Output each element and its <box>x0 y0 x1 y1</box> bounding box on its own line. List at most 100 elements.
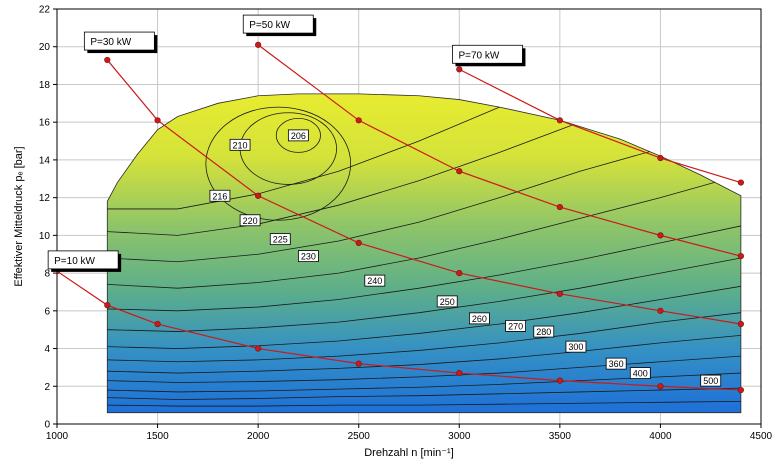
contour-line <box>107 257 741 332</box>
y-axis: 0 2 4 6 8 10 12 14 16 18 20 22 <box>39 5 57 431</box>
series-label: P=50 kW <box>242 14 317 37</box>
contour-line <box>107 334 741 374</box>
contour-label-text: 220 <box>243 216 258 226</box>
contour-line <box>107 225 741 312</box>
contour-label-box <box>436 295 458 308</box>
series-point <box>556 377 563 384</box>
series-point <box>737 179 744 186</box>
contour-label: 500 <box>700 374 722 387</box>
series-point <box>737 253 744 260</box>
series-line <box>106 59 741 325</box>
contour-lines <box>107 93 741 407</box>
series-point <box>255 192 262 199</box>
series-label: P=10 kW <box>47 250 122 272</box>
series-point <box>556 203 563 211</box>
x-tick-label: 2000 <box>247 431 270 442</box>
y-axis-title: Effektiver Mitteldruck pₑ [bar] <box>13 146 25 286</box>
contour-label-box <box>209 189 231 202</box>
power-labels: P=10 kW P=30 kW P=50 kW P=70 kW <box>47 14 526 272</box>
contour-label-text: 270 <box>508 321 523 331</box>
contour-label: 220 <box>239 214 261 227</box>
contour-label-box <box>298 250 319 263</box>
series-point <box>456 269 463 277</box>
contour-label: 270 <box>505 320 527 332</box>
contour-label-text: 280 <box>536 327 551 337</box>
contour-label: 360 <box>605 357 627 370</box>
contour-label-text: 500 <box>703 376 718 386</box>
y-tick-label: 20 <box>39 42 51 53</box>
x-tick-label: 3000 <box>448 431 471 442</box>
contour-label: 225 <box>269 233 291 246</box>
series-label-box <box>452 44 523 64</box>
contour-line <box>107 312 741 363</box>
y-tick-label: 8 <box>44 269 50 280</box>
series-point <box>737 386 744 394</box>
series-label-box <box>83 31 155 51</box>
contour-label-text: 250 <box>440 297 455 307</box>
series-label: P=30 kW <box>83 31 158 54</box>
y-tick-label: 14 <box>39 155 51 166</box>
series-point <box>154 117 161 124</box>
plot-frame <box>56 8 762 425</box>
contour-label-box <box>239 214 261 227</box>
contour-label-box <box>269 233 291 246</box>
x-axis: 1000 1500 2000 2500 3000 3500 4000 4500 <box>46 424 773 442</box>
contour-label-text: 230 <box>301 252 316 262</box>
series-point <box>657 232 664 239</box>
series-point <box>737 320 744 328</box>
contour-label: 210 <box>229 138 251 151</box>
series-point <box>355 360 362 367</box>
y-tick-label: 16 <box>39 118 51 129</box>
contour-label-box <box>229 138 251 151</box>
x-tick-label: 2500 <box>348 431 371 442</box>
series-point <box>556 117 563 124</box>
contour-label-text: 225 <box>273 235 288 245</box>
contour-label: 280 <box>533 325 555 338</box>
contour-label: 240 <box>364 274 386 287</box>
contour-label-text: 210 <box>233 140 248 150</box>
contour-line <box>107 125 741 263</box>
series-p30kw <box>104 56 744 328</box>
x-tick-label: 3500 <box>549 431 572 442</box>
contour-line <box>107 285 741 349</box>
contour-label-box <box>505 320 527 332</box>
series-line <box>459 68 742 184</box>
y-tick-label: 6 <box>44 306 50 317</box>
series-label-text: P=50 kW <box>249 20 290 31</box>
contour-line <box>107 387 741 400</box>
contour-line <box>107 174 741 289</box>
contour-label: 250 <box>436 295 458 308</box>
contour-label-text: 206 <box>291 131 306 141</box>
contour-label-text: 240 <box>367 276 382 286</box>
contour-line <box>107 400 741 407</box>
contour-label-box <box>287 129 309 142</box>
series-point <box>104 302 111 309</box>
contour-line <box>107 355 741 383</box>
y-tick-label: 0 <box>44 420 50 431</box>
contour-label-text: 216 <box>212 191 227 201</box>
x-tick-label: 1000 <box>46 431 69 442</box>
series-label-text: P=70 kW <box>458 50 499 61</box>
contour-label: 260 <box>468 312 490 325</box>
contour-line <box>107 93 741 210</box>
y-tick-label: 4 <box>44 344 50 355</box>
contour-label-box <box>565 340 587 353</box>
contour-label: 300 <box>565 340 587 353</box>
series-point <box>456 369 463 377</box>
contour-labels: 206 210 216 220 225 230 240 250 260 270 280 300 360 4… <box>209 129 722 387</box>
power-curves <box>57 41 744 394</box>
contour-label: 230 <box>298 250 319 263</box>
series-label-box <box>47 250 119 270</box>
series-point <box>255 41 262 48</box>
contour-label-text: 360 <box>609 359 624 369</box>
contour-label-text: 260 <box>472 314 487 324</box>
contour-label-box <box>629 367 651 379</box>
contour-label-box <box>533 325 555 338</box>
series-label-text: P=10 kW <box>54 256 95 267</box>
contour-label: 400 <box>629 367 651 379</box>
contour-label-box <box>468 312 490 325</box>
series-point <box>556 290 563 297</box>
contour-island <box>205 106 352 221</box>
x-tick-label: 4000 <box>649 431 672 442</box>
series-point <box>355 117 362 124</box>
